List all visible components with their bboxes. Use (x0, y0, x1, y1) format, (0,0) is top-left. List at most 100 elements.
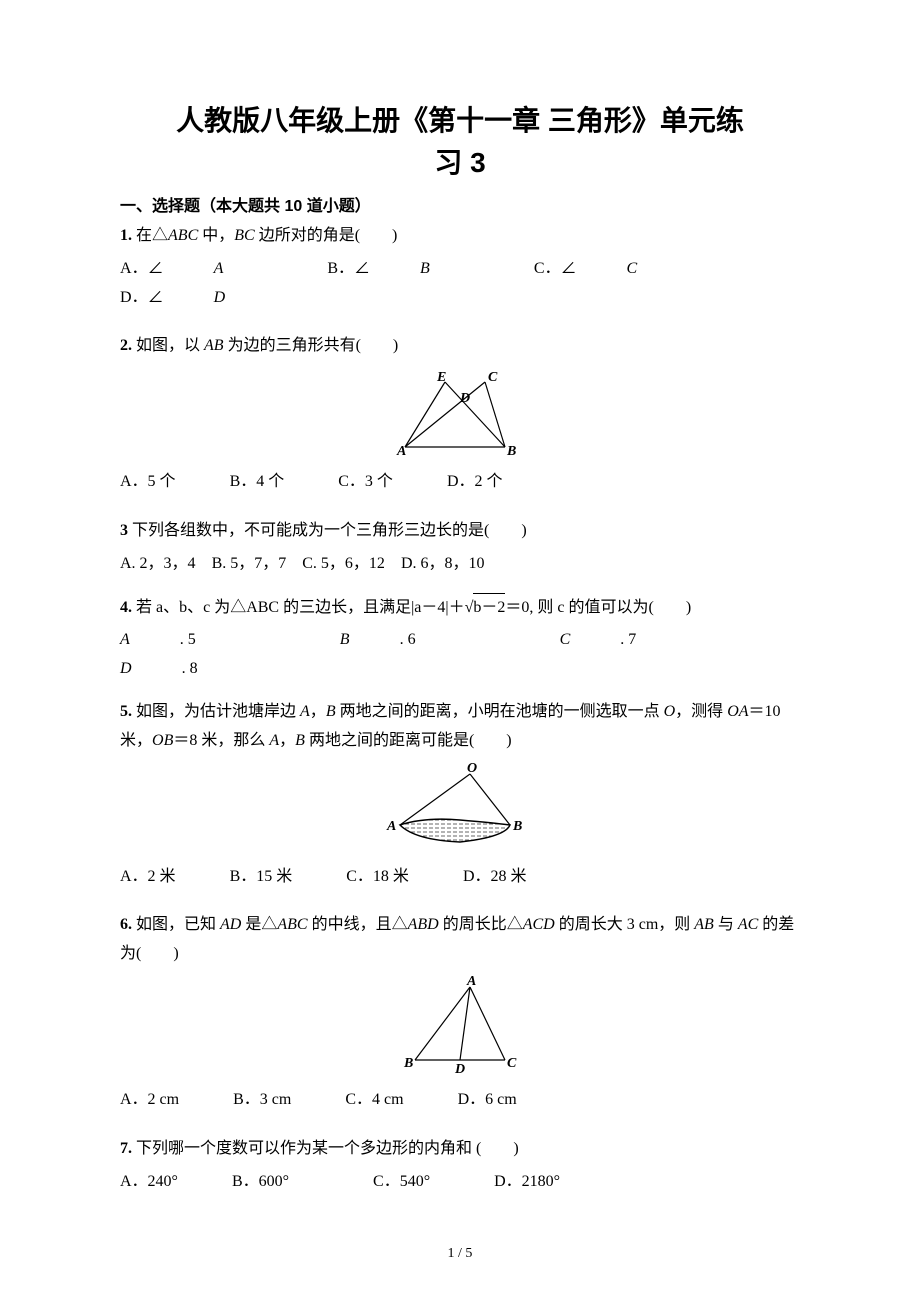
q5-oa: OA (727, 703, 748, 720)
title-line-2: 习 3 (434, 147, 485, 178)
q5-b2: B (295, 732, 305, 749)
q5-t5: ＝8 米，那么 (173, 732, 269, 749)
q6-num: 6. (120, 916, 132, 933)
q6-ac: AC (738, 916, 758, 933)
q5-a2: A (269, 732, 279, 749)
q2-opt-c: C．3 个 (338, 468, 393, 497)
q2-num: 2. (120, 337, 132, 354)
q4-opt-c: C. 7 (560, 626, 687, 655)
q4-after: ＝0, 则 c 的值可以为( ) (505, 599, 691, 616)
q6-svg: A B C D (390, 975, 530, 1075)
q5-figure: A B O (120, 762, 800, 857)
q5-opt-d: D．28 米 (463, 863, 527, 892)
q2-label-a: A (396, 444, 406, 457)
q5-svg: A B O (375, 762, 545, 852)
q5-options: A．2 米 B．15 米 C．18 米 D．28 米 (120, 863, 800, 892)
q2-opt-d: D．2 个 (447, 468, 503, 497)
q4-opt-a: A. 5 (120, 626, 246, 655)
q2-ab: AB (204, 337, 224, 354)
q5-label-o: O (467, 762, 477, 776)
question-7-text: 7. 下列哪一个度数可以作为某一个多边形的内角和 ( ) (120, 1135, 800, 1164)
q5-t2: 两地之间的距离，小明在池塘的一侧选取一点 (336, 703, 664, 720)
q5-t3: ，测得 (675, 703, 727, 720)
q6-opt-b: B．3 cm (233, 1086, 291, 1115)
question-7: 7. 下列哪一个度数可以作为某一个多边形的内角和 ( ) A．240° B．60… (120, 1135, 800, 1197)
q4-num: 4. (120, 599, 132, 616)
q1-abc: ABC (168, 227, 198, 244)
q7-num: 7. (120, 1140, 132, 1157)
question-4: 4. 若 a、b、c 为△ABC 的三边长，且满足|a－4|＋√b－2＝0, 则… (120, 593, 800, 684)
q3-options: A. 2，3，4 B. 5，7，7 C. 5，6，12 D. 6，8，10 (120, 550, 800, 579)
q1-options: A．∠A B．∠B C．∠C D．∠D (120, 255, 800, 313)
q3-opt-a: A. 2，3，4 (120, 550, 196, 579)
q1-mid: 中， (198, 227, 234, 244)
q6-abc: ABC (277, 916, 307, 933)
q2-after: 为边的三角形共有( ) (224, 337, 399, 354)
q1-bc: BC (234, 227, 254, 244)
question-2: 2. 如图，以 AB 为边的三角形共有( ) A B C E D A．5 个 B… (120, 332, 800, 497)
title-line-1: 人教版八年级上册《第十一章 三角形》单元练 (176, 105, 744, 136)
question-1: 1. 在△ABC 中，BC 边所对的角是( ) A．∠A B．∠B C．∠C D… (120, 222, 800, 312)
question-1-text: 1. 在△ABC 中，BC 边所对的角是( ) (120, 222, 800, 251)
q2-opt-a: A．5 个 (120, 468, 176, 497)
q6-abd: ABD (408, 916, 439, 933)
q5-b: B (326, 703, 336, 720)
q5-num: 5. (120, 703, 132, 720)
q6-t6: 与 (714, 916, 738, 933)
q2-label-e: E (436, 370, 446, 385)
q5-o: O (664, 703, 676, 720)
q6-label-d: D (454, 1062, 465, 1075)
question-4-text: 4. 若 a、b、c 为△ABC 的三边长，且满足|a－4|＋√b－2＝0, 则… (120, 593, 800, 623)
q6-ab: AB (694, 916, 714, 933)
q6-t1: 如图，已知 (136, 916, 220, 933)
q6-ad: AD (220, 916, 241, 933)
q3-opt-c: C. 5，6，12 (302, 550, 385, 579)
q6-label-c: C (507, 1056, 517, 1071)
q5-label-a: A (386, 819, 396, 834)
q4-options: A. 5 B. 6 C. 7 D. 8 (120, 626, 800, 684)
q5-opt-c: C．18 米 (346, 863, 409, 892)
page-number: 1 / 5 (0, 1246, 920, 1262)
q7-opt-a: A．240° (120, 1168, 178, 1197)
q5-ob: OB (152, 732, 173, 749)
q2-svg: A B C E D (385, 367, 535, 457)
q4-opt-d: D. 8 (120, 655, 248, 684)
q2-label-c: C (488, 370, 498, 385)
q1-after: 边所对的角是( ) (255, 227, 398, 244)
q1-num: 1. (120, 227, 132, 244)
q5-a: A (300, 703, 310, 720)
q6-label-a: A (466, 975, 476, 989)
q3-opt-d: D. 6，8，10 (401, 550, 485, 579)
q7-text: 下列哪一个度数可以作为某一个多边形的内角和 ( ) (136, 1140, 519, 1157)
q6-opt-a: A．2 cm (120, 1086, 179, 1115)
q6-opt-d: D．6 cm (458, 1086, 517, 1115)
q2-opt-b: B．4 个 (230, 468, 285, 497)
section-header: 一、选择题（本大题共 10 道小题） (120, 192, 800, 216)
q5-opt-a: A．2 米 (120, 863, 176, 892)
q1-text: 在△ (136, 227, 168, 244)
sqrt-icon: √ (465, 599, 474, 616)
q7-opt-d: D．2180° (494, 1168, 560, 1197)
q5-opt-b: B．15 米 (230, 863, 293, 892)
q3-text: 下列各组数中，不可能成为一个三角形三边长的是( ) (128, 522, 527, 539)
q7-opt-c: C．540° (373, 1168, 430, 1197)
q4-opt-b: B. 6 (340, 626, 466, 655)
q1-opt-b: B．∠B (327, 255, 479, 284)
q2-figure: A B C E D (120, 367, 800, 462)
question-2-text: 2. 如图，以 AB 为边的三角形共有( ) (120, 332, 800, 361)
question-6: 6. 如图，已知 AD 是△ABC 的中线，且△ABD 的周长比△ACD 的周长… (120, 911, 800, 1114)
q5-label-b: B (512, 819, 522, 834)
q6-options: A．2 cm B．3 cm C．4 cm D．6 cm (120, 1086, 800, 1115)
q6-acd: ACD (523, 916, 555, 933)
q3-num: 3 (120, 522, 128, 539)
question-5-text: 5. 如图，为估计池塘岸边 A，B 两地之间的距离，小明在池塘的一侧选取一点 O… (120, 698, 800, 756)
document-title: 人教版八年级上册《第十一章 三角形》单元练 习 3 (120, 100, 800, 184)
q1-opt-c: C．∠C (534, 255, 687, 284)
q1-opt-a: A．∠A (120, 255, 273, 284)
q2-label-b: B (506, 444, 516, 457)
q2-options: A．5 个 B．4 个 C．3 个 D．2 个 (120, 468, 800, 497)
q3-opt-b: B. 5，7，7 (212, 550, 287, 579)
q2-label-d: D (459, 391, 470, 406)
q6-figure: A B C D (120, 975, 800, 1080)
question-3: 3 下列各组数中，不可能成为一个三角形三边长的是( ) A. 2，3，4 B. … (120, 517, 800, 579)
